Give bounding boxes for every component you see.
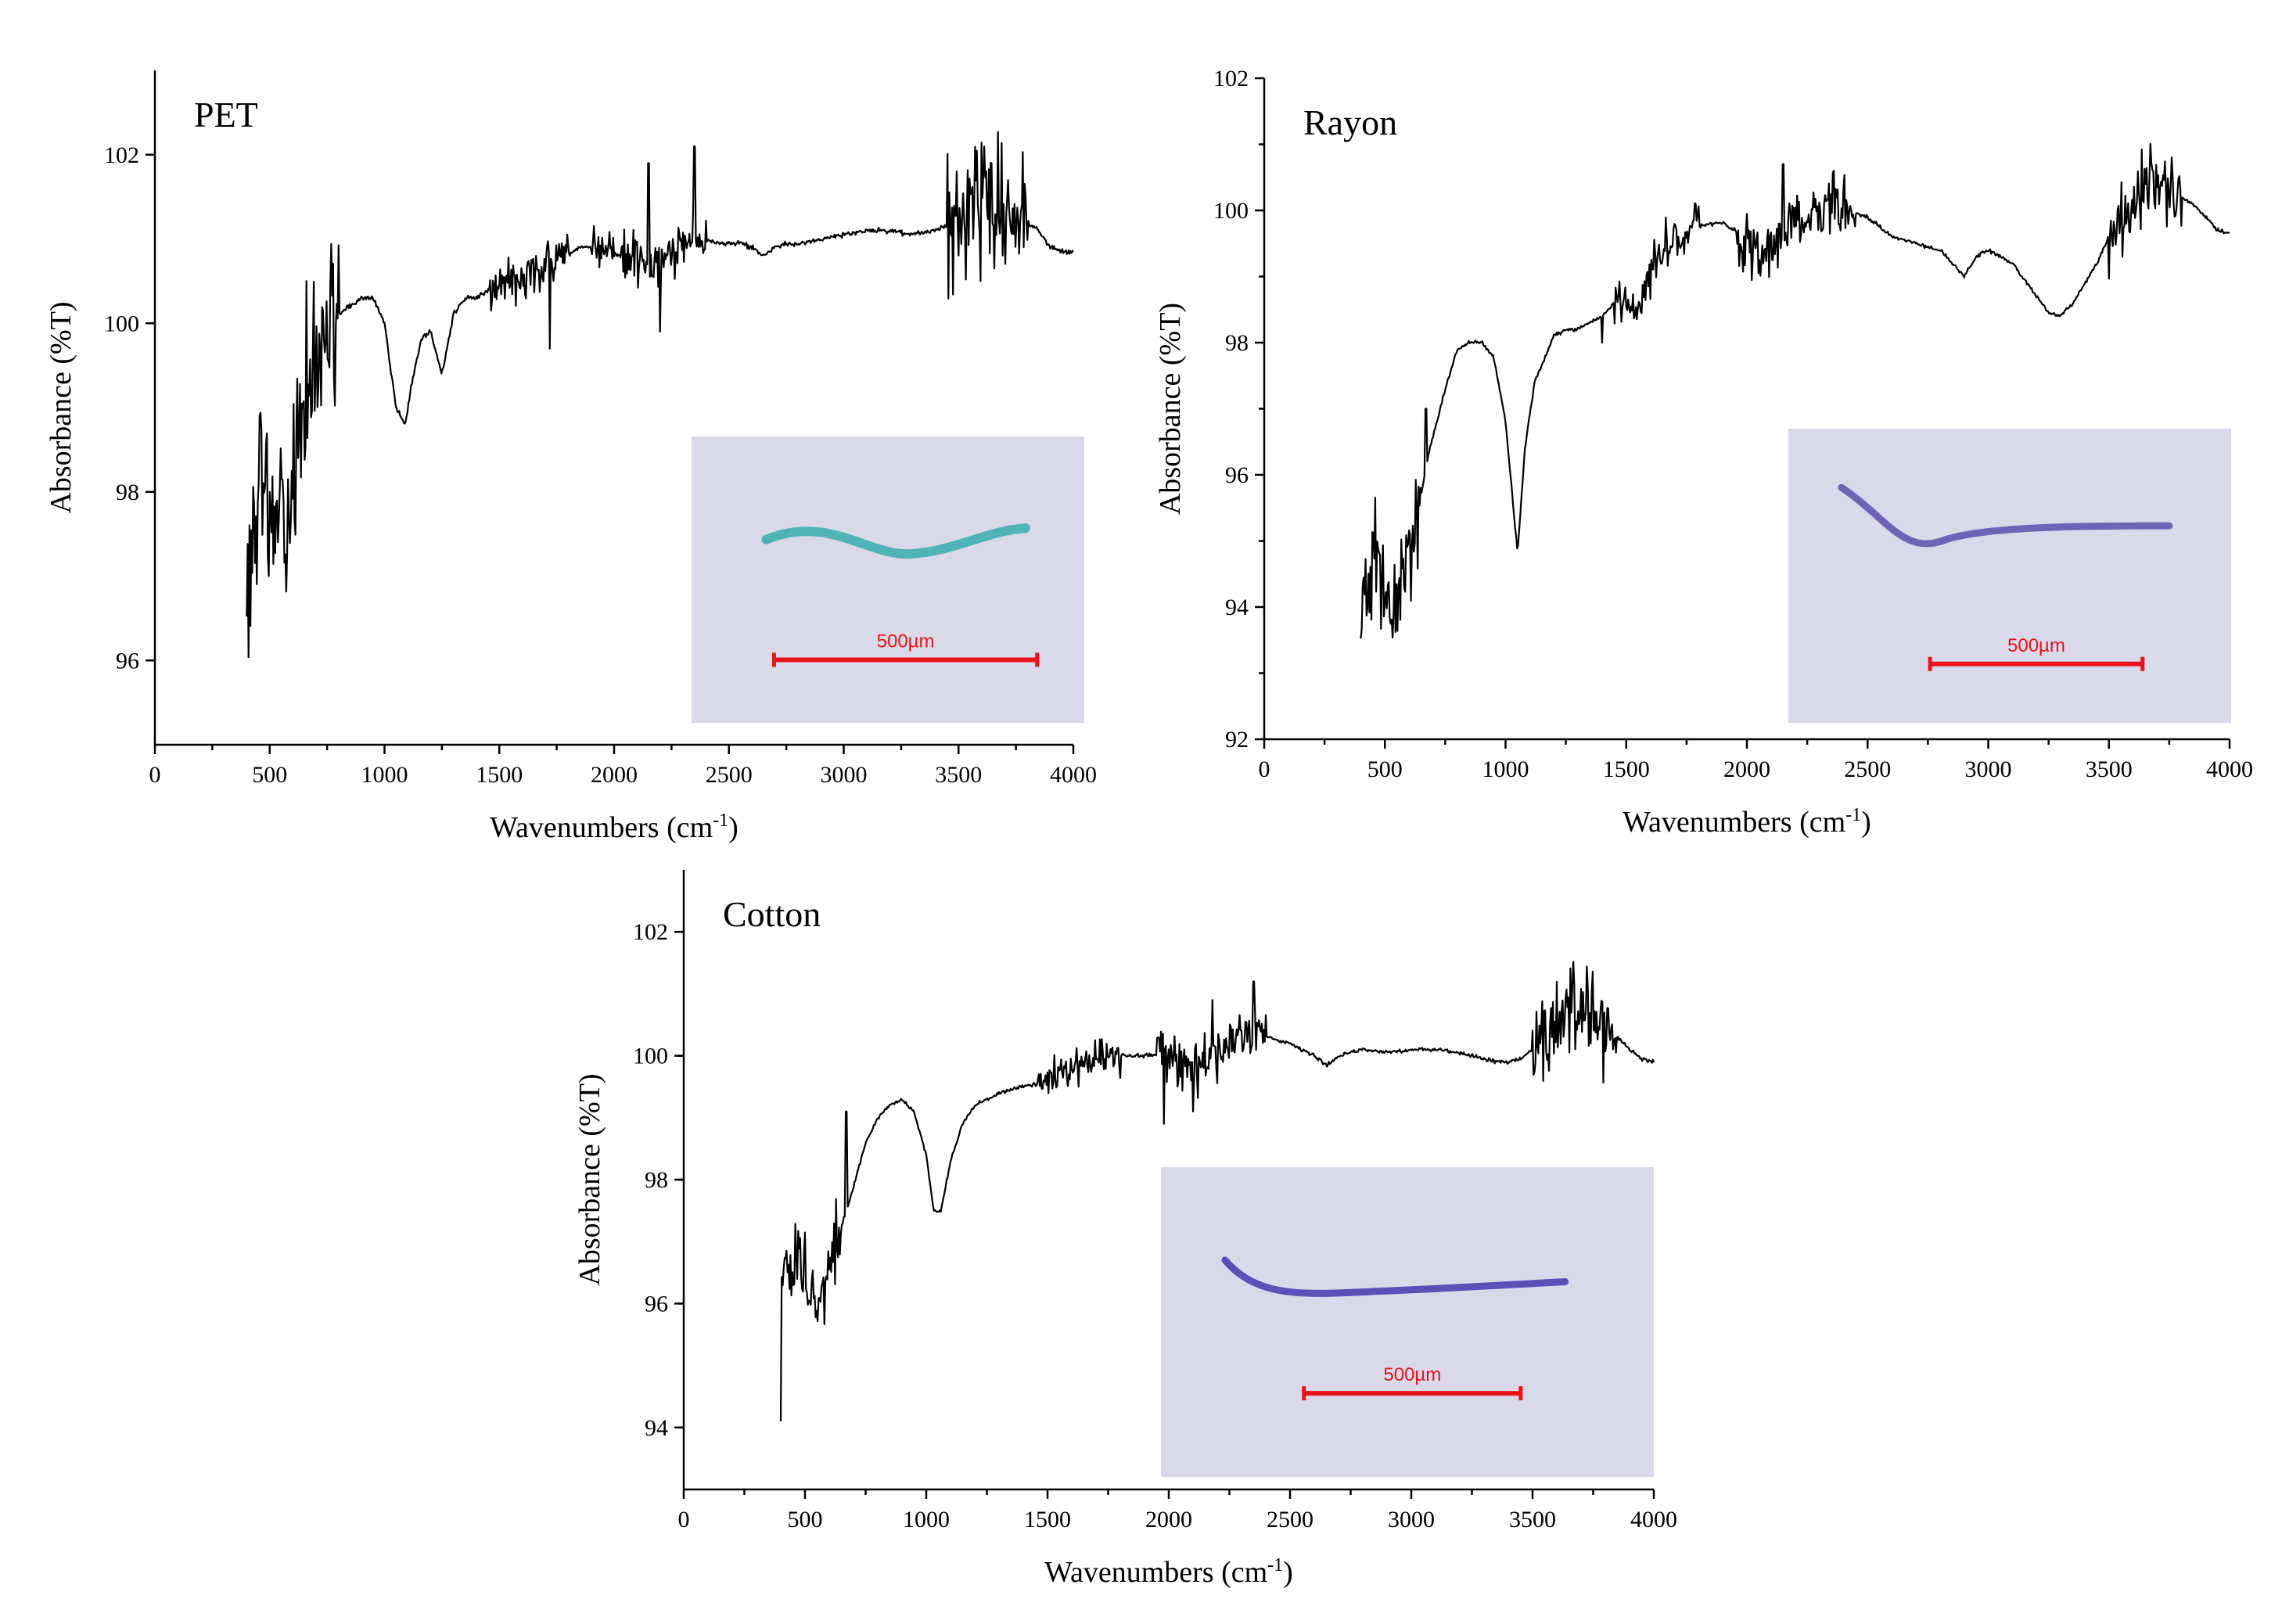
chart-pet: 500µm 0 500 1000 1500 2000 2500 3000 3500 4000 96… [45,70,1097,844]
cotton-x-tick-label: 3500 [1509,1507,1556,1532]
pet-x-axis-title: Wavenumbers (cm-1) [490,810,739,844]
rayon-x-tick-label: 4000 [2206,756,2253,782]
cotton-y-tick-label: 100 [633,1044,668,1069]
pet-y-axis-title: Absorbance (%T) [45,301,77,513]
cotton-x-tick-label: 0 [678,1507,690,1532]
pet-x-tick-label: 3000 [821,762,868,788]
pet-spectrum-line [246,131,1074,659]
pet-scale-label: 500µm [877,631,935,652]
cotton-spectrum-line [779,961,1655,1421]
cotton-x-tick-label: 2500 [1267,1507,1313,1532]
rayon-y-tick-label: 94 [1225,595,1249,620]
pet-x-tick-label: 2500 [706,762,753,788]
cotton-scale-label: 500µm [1383,1364,1441,1385]
cotton-x-tick-label: 4000 [1630,1507,1677,1532]
rayon-x-tick-label: 3500 [2086,756,2133,782]
cotton-y-tick-label: 98 [645,1167,668,1193]
cotton-y-axis-title: Absorbance (%T) [573,1073,606,1285]
cotton-x-axis-title: Wavenumbers (cm-1) [1044,1555,1293,1589]
rayon-x-tick-label: 1500 [1603,756,1650,782]
pet-x-tick-label: 3500 [935,762,982,788]
chart-cotton: 500µm 0 500 1000 1500 2000 2500 3000 3500 4000 94… [573,870,1677,1589]
rayon-y-tick-label: 102 [1213,66,1249,92]
pet-y-tick-label: 96 [116,648,139,674]
pet-y-tick-label: 100 [104,311,139,336]
pet-x-tick-label: 1000 [361,762,408,788]
rayon-y-tick-label: 92 [1225,727,1249,753]
pet-x-tick-label: 500 [252,762,287,788]
rayon-y-axis-title: Absorbance (%T) [1154,303,1187,515]
rayon-inset-background [1788,429,2231,723]
rayon-x-tick-label: 2000 [1723,756,1770,782]
cotton-y-tick-label: 102 [633,919,668,945]
pet-fiber [761,523,1030,559]
cotton-y-tick-label: 94 [645,1415,668,1441]
cotton-x-tick-label: 2000 [1145,1507,1192,1532]
pet-x-tick-label: 0 [149,762,161,788]
pet-inset-background [692,437,1084,723]
cotton-x-tick-label: 3000 [1388,1507,1435,1532]
rayon-scale-label: 500µm [2007,635,2065,656]
cotton-panel-title: Cotton [723,894,821,934]
cotton-x-tick-label: 500 [788,1507,823,1532]
rayon-y-tick-label: 96 [1225,462,1249,488]
rayon-fiber [1838,483,2173,548]
rayon-y-tick-label: 98 [1225,330,1249,356]
cotton-inset-background [1161,1167,1654,1477]
pet-y-tick-label: 98 [116,480,139,505]
rayon-x-tick-label: 1000 [1482,756,1529,782]
rayon-micrograph: 500µm [1788,429,2231,723]
pet-x-tick-label: 4000 [1050,762,1097,788]
cotton-y-tick-label: 96 [645,1291,668,1317]
cotton-fiber [1221,1256,1569,1297]
cotton-x-tick-label: 1500 [1024,1507,1071,1532]
pet-micrograph: 500µm [692,437,1084,723]
rayon-x-tick-label: 3000 [1965,756,2012,782]
chart-rayon: 500µm 0 500 1000 1500 2000 2500 3000 3500 4000 92… [1154,66,2253,839]
pet-x-tick-label: 1500 [476,762,523,788]
rayon-spectrum-line [1360,142,2230,639]
pet-y-tick-label: 102 [104,142,139,168]
cotton-micrograph: 500µm [1161,1167,1654,1477]
rayon-x-tick-label: 500 [1367,756,1403,782]
cotton-x-tick-label: 1000 [903,1507,950,1532]
rayon-x-tick-label: 0 [1259,756,1270,782]
rayon-x-axis-title: Wavenumbers (cm-1) [1623,805,1871,839]
pet-x-tick-label: 2000 [591,762,638,788]
rayon-y-tick-label: 100 [1213,198,1249,224]
rayon-panel-title: Rayon [1303,102,1397,142]
rayon-x-tick-label: 2500 [1844,756,1891,782]
pet-panel-title: PET [194,95,258,135]
